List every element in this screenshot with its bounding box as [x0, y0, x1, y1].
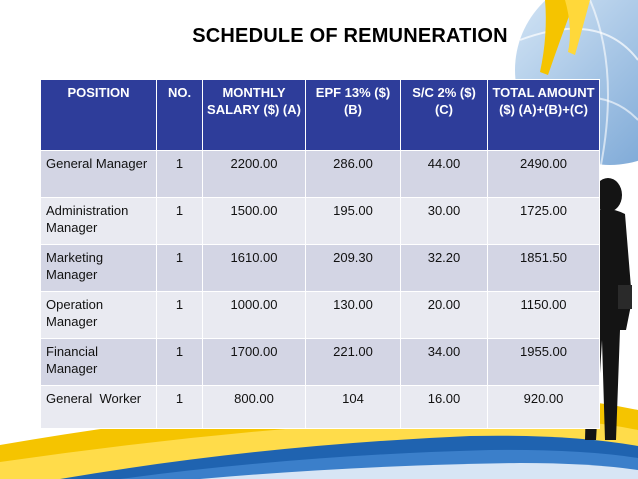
- cell-sc: 44.00: [400, 150, 488, 198]
- cell-position: Financial Manager: [40, 338, 157, 386]
- cell-salary: 2200.00: [202, 150, 306, 198]
- cell-epf: 286.00: [305, 150, 401, 198]
- header-no: NO.: [156, 79, 203, 151]
- cell-position: Marketing Manager: [40, 244, 157, 292]
- cell-sc: 32.20: [400, 244, 488, 292]
- cell-total: 1725.00: [487, 197, 600, 245]
- table-row: Administration Manager 1 1500.00 195.00 …: [40, 197, 600, 245]
- table-row: Financial Manager 1 1700.00 221.00 34.00…: [40, 338, 600, 386]
- header-total-amount: TOTAL AMOUNT ($) (A)+(B)+(C): [487, 79, 600, 151]
- cell-total: 2490.00: [487, 150, 600, 198]
- cell-total: 920.00: [487, 385, 600, 429]
- table-row: Operation Manager 1 1000.00 130.00 20.00…: [40, 291, 600, 339]
- cell-total: 1150.00: [487, 291, 600, 339]
- cell-no: 1: [156, 197, 203, 245]
- cell-sc: 34.00: [400, 338, 488, 386]
- cell-position: General Worker: [40, 385, 157, 429]
- cell-no: 1: [156, 244, 203, 292]
- cell-epf: 104: [305, 385, 401, 429]
- cell-no: 1: [156, 338, 203, 386]
- cell-salary: 1610.00: [202, 244, 306, 292]
- cell-epf: 130.00: [305, 291, 401, 339]
- table-row: Marketing Manager 1 1610.00 209.30 32.20…: [40, 244, 600, 292]
- page-title: SCHEDULE OF REMUNERATION: [192, 25, 508, 47]
- cell-position: Administration Manager: [40, 197, 157, 245]
- cell-epf: 221.00: [305, 338, 401, 386]
- cell-salary: 800.00: [202, 385, 306, 429]
- header-monthly-salary: MONTHLY SALARY ($) (A): [202, 79, 306, 151]
- table-row: General Worker 1 800.00 104 16.00 920.00: [40, 385, 600, 429]
- table-header-row: POSITION NO. MONTHLY SALARY ($) (A) EPF …: [40, 79, 600, 151]
- cell-position: Operation Manager: [40, 291, 157, 339]
- cell-no: 1: [156, 150, 203, 198]
- cell-salary: 1000.00: [202, 291, 306, 339]
- cell-total: 1955.00: [487, 338, 600, 386]
- remuneration-table: POSITION NO. MONTHLY SALARY ($) (A) EPF …: [40, 79, 600, 429]
- cell-no: 1: [156, 291, 203, 339]
- header-position: POSITION: [40, 79, 157, 151]
- cell-sc: 20.00: [400, 291, 488, 339]
- cell-epf: 195.00: [305, 197, 401, 245]
- cell-salary: 1500.00: [202, 197, 306, 245]
- header-epf: EPF 13% ($) (B): [305, 79, 401, 151]
- table-row: General Manager 1 2200.00 286.00 44.00 2…: [40, 150, 600, 198]
- cell-no: 1: [156, 385, 203, 429]
- header-sc: S/C 2% ($) (C): [400, 79, 488, 151]
- cell-total: 1851.50: [487, 244, 600, 292]
- yellow-swoosh-bottom: [0, 394, 638, 479]
- cell-position: General Manager: [40, 150, 157, 198]
- cell-epf: 209.30: [305, 244, 401, 292]
- cell-sc: 16.00: [400, 385, 488, 429]
- cell-sc: 30.00: [400, 197, 488, 245]
- yellow-swoosh-top: [540, 0, 590, 75]
- cell-salary: 1700.00: [202, 338, 306, 386]
